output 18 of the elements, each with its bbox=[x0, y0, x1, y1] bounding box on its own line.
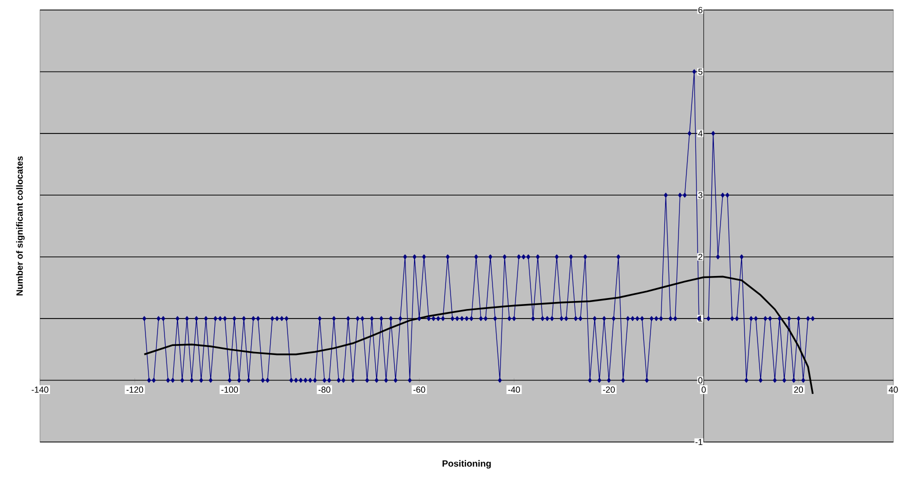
x-tick-label: -20 bbox=[603, 386, 615, 393]
x-tick-label: -120 bbox=[126, 386, 144, 393]
x-tick-label: -40 bbox=[508, 386, 520, 393]
x-tick-label: 40 bbox=[888, 386, 898, 393]
y-tick-label: -1 bbox=[695, 439, 702, 445]
y-tick-label: 3 bbox=[698, 192, 702, 198]
y-tick-label: 0 bbox=[698, 377, 702, 384]
x-tick-label: 20 bbox=[794, 386, 803, 393]
y-tick-label: 5 bbox=[698, 68, 702, 75]
x-tick-label: -100 bbox=[221, 386, 238, 393]
x-tick-label: -80 bbox=[318, 386, 330, 393]
y-tick-label: 6 bbox=[698, 6, 702, 14]
x-tick-label: -60 bbox=[413, 386, 426, 393]
y-tick-label: 4 bbox=[698, 130, 703, 136]
y-tick-label: 2 bbox=[698, 254, 702, 260]
x-tick-label: -140 bbox=[32, 386, 48, 393]
x-axis-title: Positioning bbox=[442, 460, 491, 469]
y-axis-title: Number of significant collocates bbox=[16, 156, 25, 296]
